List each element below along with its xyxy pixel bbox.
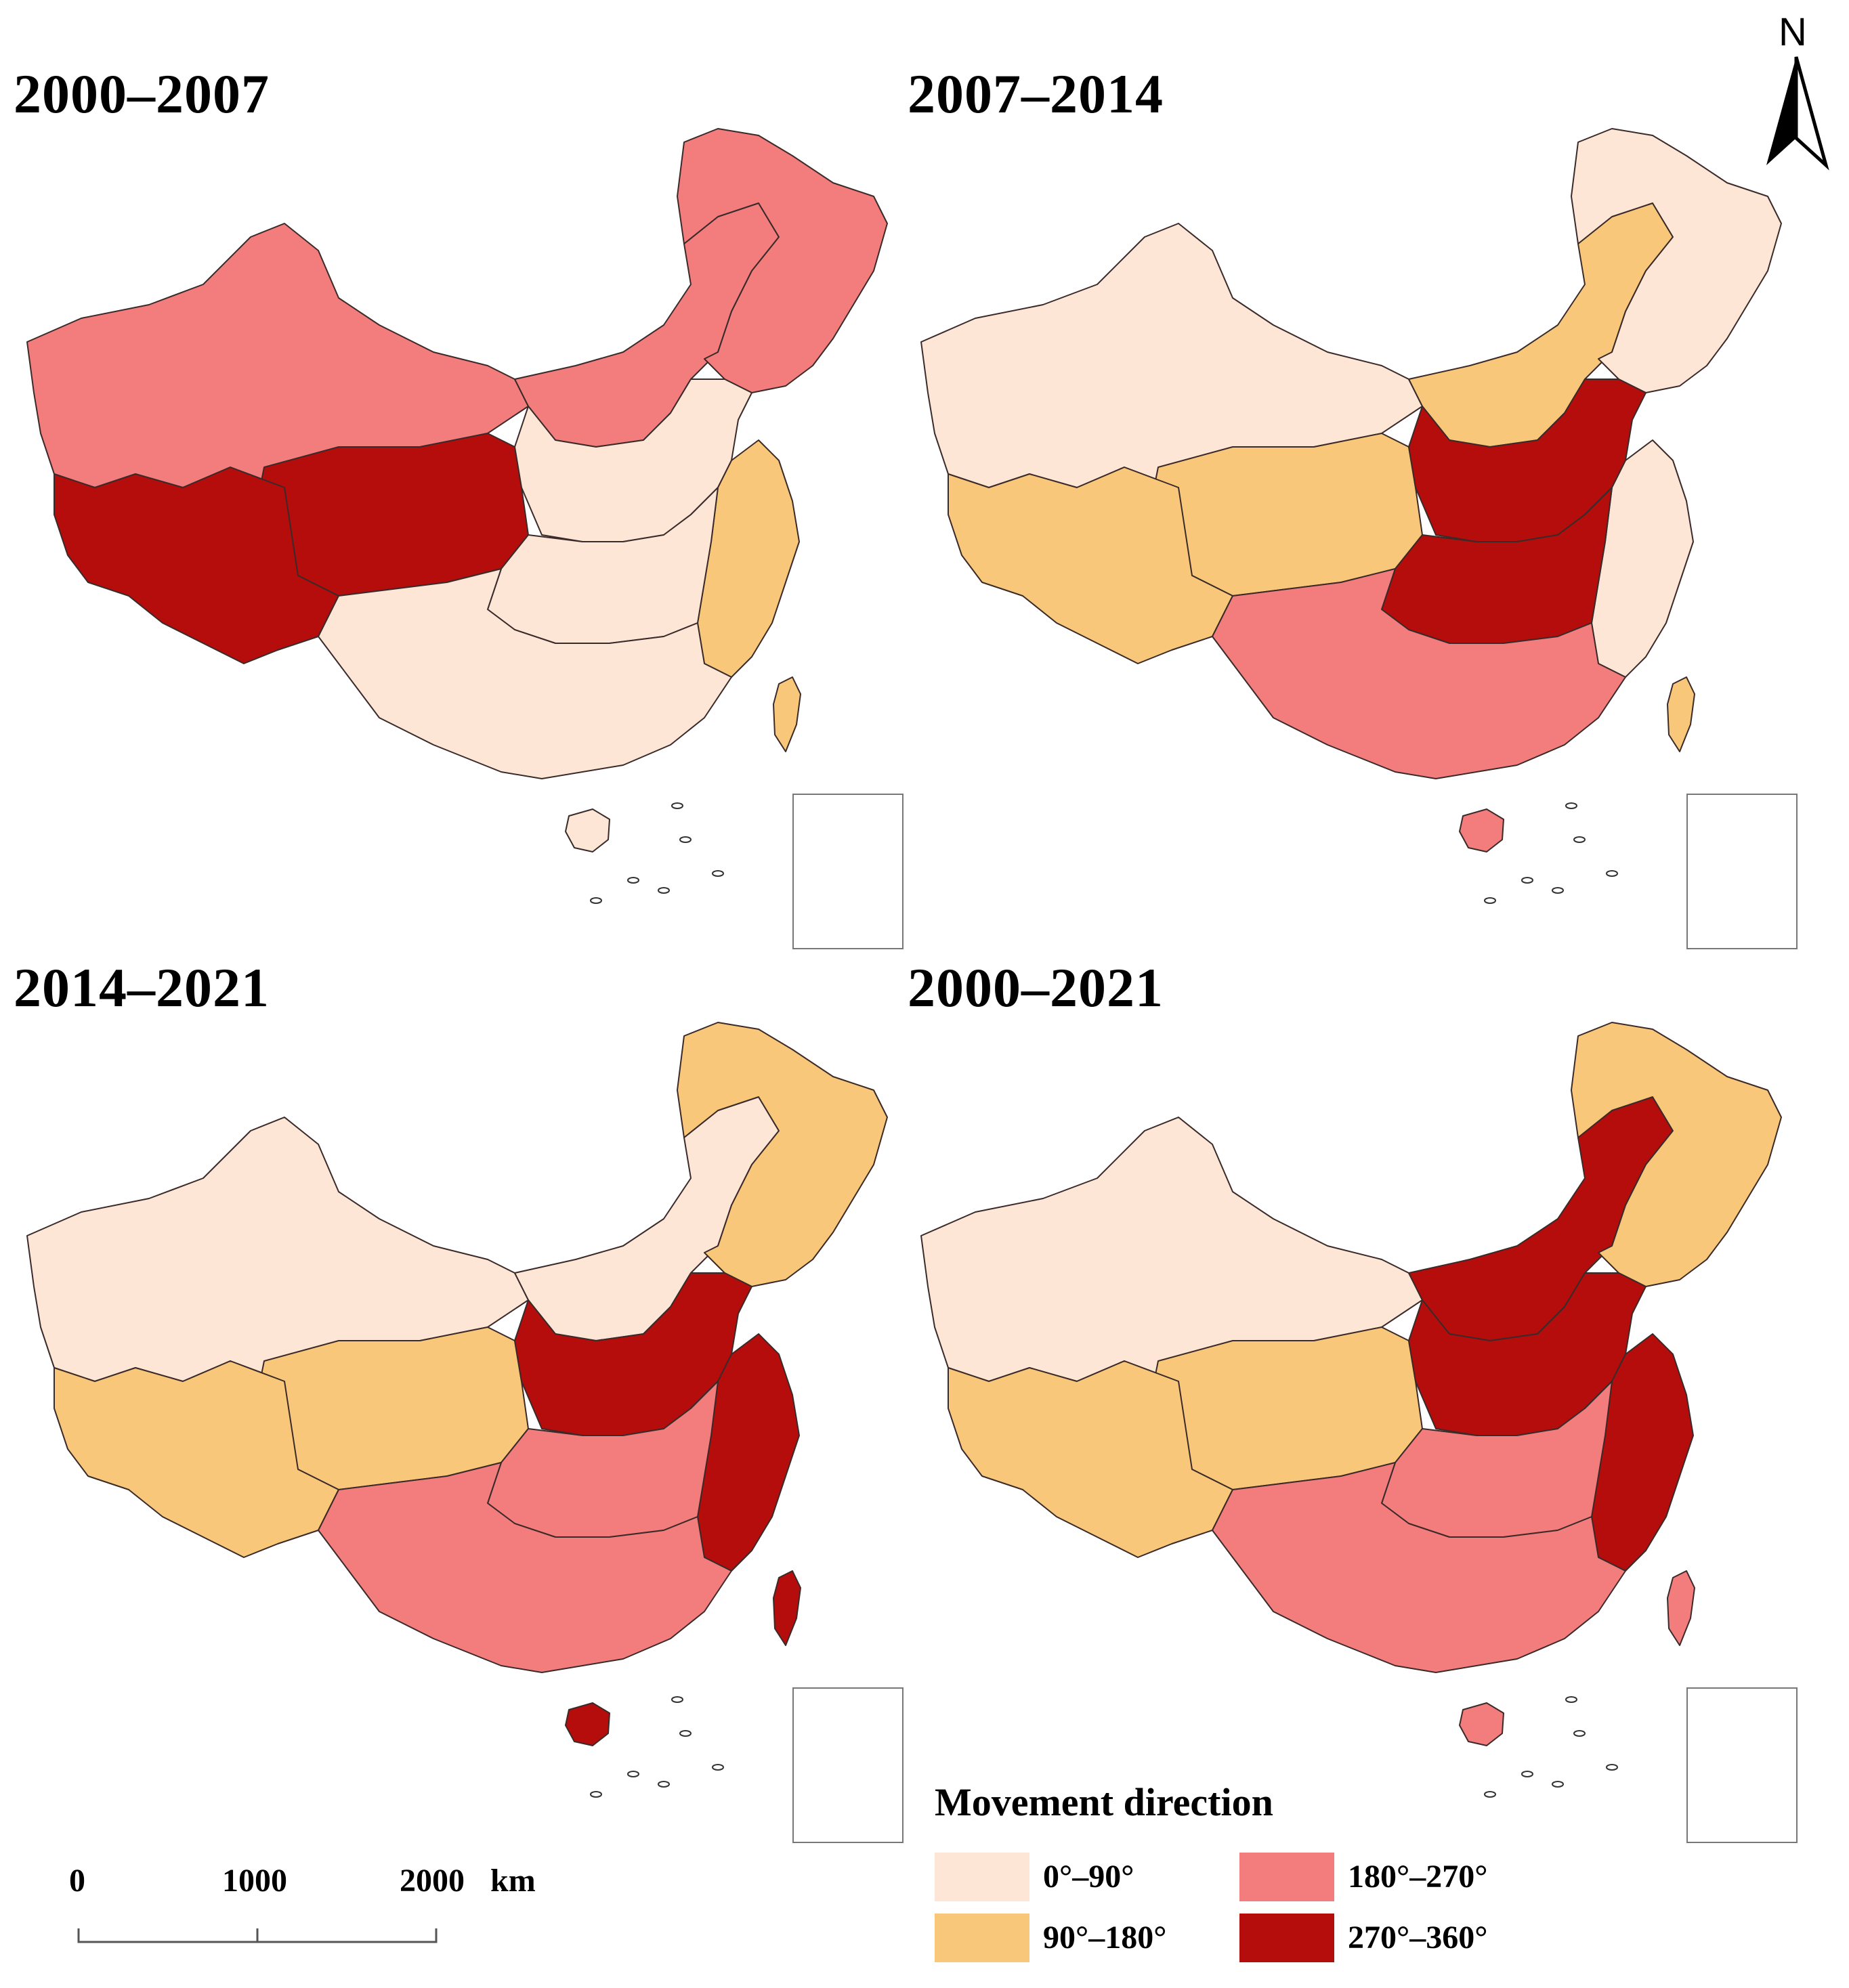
legend-label: 90°–180° [1043,1920,1167,1955]
scale-label-0: 0 [69,1863,85,1899]
region-tibet [948,1360,1233,1558]
region-hainan [1459,1702,1504,1746]
legend-swatch [935,1914,1029,1962]
map-svg [26,128,888,904]
scale-label-1000: 1000 [222,1863,287,1899]
island-mark [1521,1771,1533,1777]
region-tibet [948,467,1233,664]
island-mark [679,1730,692,1737]
legend-swatch [1239,1853,1334,1901]
island-mark [627,1771,639,1777]
island-mark [590,1791,602,1798]
island-mark [1484,897,1496,904]
north-arrow-shape [1766,56,1829,171]
map-svg [920,1022,1782,1798]
region-hainan [1459,808,1504,852]
island-mark [679,836,692,843]
scale-bar-line [77,1928,438,1943]
region-taiwan [1667,1570,1695,1646]
island-mark [1565,802,1577,809]
south-china-sea-inset [792,1687,904,1843]
legend-swatch [935,1853,1029,1901]
legend-swatch [1239,1914,1334,1962]
island-mark [1565,1696,1577,1703]
region-tibet [54,467,339,664]
island-mark [671,802,683,809]
north-arrow-icon: N [1761,9,1835,172]
legend-title: Movement direction [935,1780,1273,1824]
region-taiwan [773,1570,801,1646]
island-mark [712,1764,724,1771]
island-mark [627,877,639,884]
map-panel-2007-2014: 2007–2014 [894,0,1802,949]
island-mark [1521,877,1533,884]
legend-label: 270°–360° [1348,1920,1488,1955]
region-tibet [54,1360,339,1558]
map-panel-2000-2007: 2000–2007 [0,0,908,949]
panel-title: 2000–2007 [14,63,270,125]
legend-label: 0°–90° [1043,1859,1134,1895]
legend: Movement direction 0°–90° 180°–270° 90°–… [935,1779,1829,1983]
island-mark [1552,887,1564,894]
island-mark [590,897,602,904]
region-northeast [1571,1022,1782,1287]
island-mark [658,887,670,894]
north-label: N [1779,10,1807,54]
region-taiwan [773,676,801,752]
legend-label: 180°–270° [1348,1859,1488,1895]
island-mark [671,1696,683,1703]
island-mark [1573,1730,1586,1737]
region-taiwan [1667,676,1695,752]
island-mark [1573,836,1586,843]
island-mark [712,870,724,877]
scale-bar: 0 1000 2000 km [68,1862,536,1957]
region-south [1212,1462,1626,1673]
south-china-sea-inset [1686,1687,1798,1843]
island-mark [1552,1781,1564,1788]
map-svg [920,128,1782,904]
panel-title: 2014–2021 [14,957,270,1018]
region-hainan [565,1702,610,1746]
scale-label-2000: 2000 [400,1863,465,1899]
south-china-sea-inset [1686,794,1798,949]
map-svg [26,1022,888,1798]
island-mark [1484,1791,1496,1798]
island-mark [1606,1764,1618,1771]
panel-title: 2007–2014 [908,63,1164,125]
scale-unit: km [490,1863,536,1899]
region-northeast [677,128,888,393]
region-south [1212,568,1626,779]
island-mark [1606,870,1618,877]
region-south [318,568,732,779]
region-hainan [565,808,610,852]
map-panel-2000-2021: 2000–2021 [894,894,1802,1843]
map-panel-2014-2021: 2014–2021 [0,894,908,1843]
region-south [318,1462,732,1673]
island-mark [658,1781,670,1788]
panel-title: 2000–2021 [908,957,1164,1018]
region-northeast [1571,128,1782,393]
region-northeast [677,1022,888,1287]
south-china-sea-inset [792,794,904,949]
